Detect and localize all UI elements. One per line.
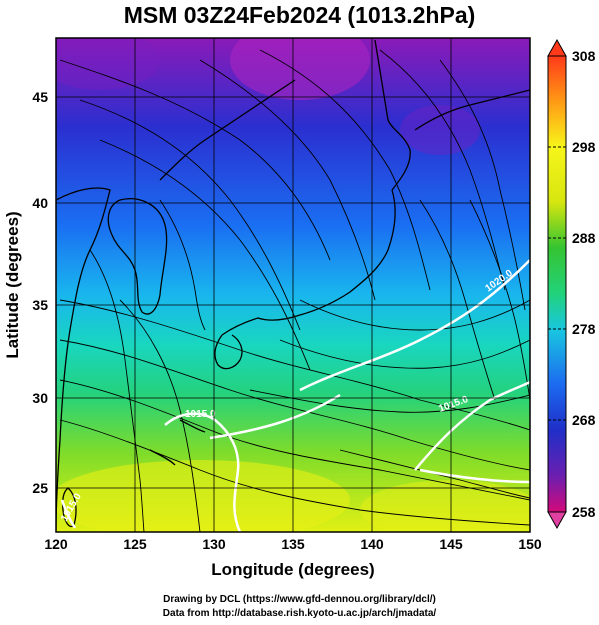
cold-region [400, 105, 480, 155]
colorbar-top-arrow [547, 38, 567, 57]
x-tick-label: 150 [518, 536, 542, 552]
coastline-russia [159, 79, 296, 181]
colorbar-tick-label: 278 [572, 321, 596, 337]
y-tick-label: 40 [32, 195, 48, 211]
colorbar-tick-label: 298 [572, 139, 596, 155]
contour-line [299, 259, 530, 392]
y-tick-label: 35 [32, 297, 48, 313]
warm-region [360, 480, 530, 532]
cold-region [230, 38, 370, 100]
plot-frame [55, 37, 531, 533]
y-tick-label: 30 [32, 390, 48, 406]
cold-region [56, 38, 160, 90]
colorbar-tick-label: 288 [572, 230, 596, 246]
coastline-kuril [414, 89, 530, 131]
colorbar: 308 298 288 278 268 258 [547, 38, 596, 530]
credit-drawing: Drawing by DCL (https://www.gfd-dennou.o… [163, 594, 436, 605]
contour-line [419, 468, 530, 484]
pressure-contours [60, 259, 530, 532]
colorbar-bottom-arrow [547, 511, 567, 530]
warm-region [56, 460, 350, 532]
colorbar-tick-label: 308 [572, 48, 596, 64]
map-plot: 1020.0 1015.0 1015.0 1015.0 [55, 37, 531, 533]
y-axis-label: Latitude (degrees) [3, 211, 22, 358]
y-tick-label: 45 [32, 89, 48, 105]
map-title: MSM 03Z24Feb2024 (1013.2hPa) [123, 2, 476, 28]
x-tick-label: 135 [281, 536, 305, 552]
x-tick-label: 125 [123, 536, 147, 552]
x-tick-label: 145 [439, 536, 463, 552]
contour-line [164, 412, 242, 532]
contour-line [414, 380, 530, 471]
contour-line [209, 393, 341, 440]
coastline-china-coast [56, 187, 111, 531]
coastline-kyushu [214, 334, 243, 370]
y-tick-label: 25 [32, 480, 48, 496]
coastline-taiwan [62, 487, 77, 528]
y-axis: 25 30 35 40 45 Latitude (degrees) [3, 89, 48, 496]
x-tick-label: 140 [360, 536, 384, 552]
x-axis: 120 125 130 135 140 145 150 Longitude (d… [44, 536, 542, 579]
x-tick-label: 120 [44, 536, 68, 552]
credit-data: Data from http://database.rish.kyoto-u.a… [162, 608, 437, 619]
coastline-sakhalin-hokkaido [374, 39, 411, 191]
colorbar-tick-label: 258 [572, 504, 596, 520]
colorbar-tick-label: 268 [572, 412, 596, 428]
coastline-korea [107, 198, 168, 315]
contour-label: 1015.0 [185, 409, 216, 420]
x-axis-label: Longitude (degrees) [211, 560, 374, 579]
colorbar-scale [547, 55, 567, 513]
contour-line [60, 499, 77, 529]
grid-lines [56, 38, 530, 532]
x-tick-label: 130 [202, 536, 226, 552]
